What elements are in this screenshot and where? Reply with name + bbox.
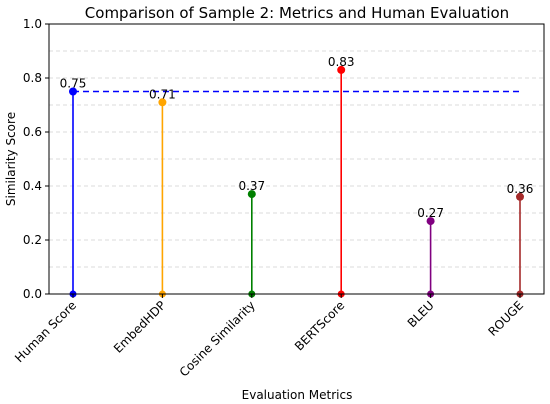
stems bbox=[72, 69, 521, 294]
y-tick-label: 0.8 bbox=[23, 71, 42, 85]
x-ticks: Human Score EmbedHDP Cosine Similarity BERT… bbox=[12, 294, 526, 379]
x-tick-label: Cosine Similarity bbox=[177, 298, 258, 379]
data-labels: 0.75 0.71 0.37 0.83 0.27 0.36 bbox=[60, 55, 534, 220]
x-tick-label: Human Score bbox=[12, 298, 79, 365]
data-label: 0.27 bbox=[417, 206, 444, 220]
y-tick-label: 1.0 bbox=[23, 17, 42, 31]
chart-title: Comparison of Sample 2: Metrics and Huma… bbox=[85, 4, 509, 22]
data-label: 0.36 bbox=[507, 182, 534, 196]
x-tick-label: ROUGE bbox=[485, 298, 526, 339]
x-tick-label: BERTScore bbox=[292, 298, 347, 353]
x-tick-label: BLEU bbox=[405, 298, 437, 330]
y-axis-label: Similarity Score bbox=[4, 112, 18, 206]
data-label: 0.37 bbox=[238, 179, 265, 193]
data-label: 0.83 bbox=[328, 55, 355, 69]
x-axis-label: Evaluation Metrics bbox=[242, 388, 353, 402]
y-tick-label: 0.6 bbox=[23, 125, 42, 139]
y-tick-label: 0.4 bbox=[23, 179, 42, 193]
stem-head-marker bbox=[69, 87, 77, 96]
data-label: 0.75 bbox=[60, 77, 87, 91]
x-tick-label: EmbedHDP bbox=[111, 298, 169, 356]
data-label: 0.71 bbox=[149, 87, 176, 101]
stem-head-marker bbox=[426, 217, 435, 226]
plot-frame bbox=[48, 23, 545, 295]
stem-head-marker bbox=[158, 98, 167, 107]
stem-head-marker bbox=[247, 190, 256, 199]
grid-lines bbox=[49, 50, 544, 268]
markers bbox=[69, 65, 524, 298]
y-tick-label: 0.2 bbox=[23, 233, 42, 247]
y-tick-label: 0.0 bbox=[23, 287, 42, 301]
y-ticks: 0.0 0.2 0.4 0.6 0.8 1.0 bbox=[23, 17, 49, 301]
stem-head-marker bbox=[337, 65, 346, 74]
stem-head-marker bbox=[516, 192, 524, 201]
